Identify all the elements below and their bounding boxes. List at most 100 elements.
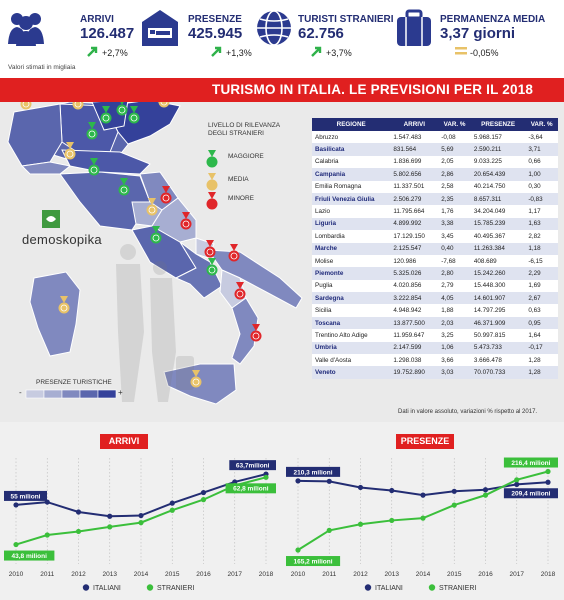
table-cell: 11.959.647 [390, 329, 439, 342]
stat-permanenza: PERMANENZA MEDIA 3,37 giorni -0,05% [394, 6, 562, 66]
x-tick-label: 2017 [510, 571, 525, 578]
charts-section: 2010 2011 2012 2013 2014 2015 2016 2017 2018 55 m… [0, 422, 564, 600]
data-point [326, 478, 332, 484]
medal-icon [58, 296, 70, 314]
legend-label-maggiore: MAGGIORE [228, 153, 264, 160]
legend-label-media: MEDIA [228, 176, 249, 183]
table-cell: 1.836.699 [390, 155, 439, 169]
region-name-cell: Molise [312, 254, 391, 268]
stat-label: PERMANENZA MEDIA [440, 14, 546, 25]
table-row: Abruzzo 1.547.483 -0,08 5.968.157 -3,64 [312, 131, 558, 144]
table-cell: 8.657.311 [470, 192, 526, 206]
legend-medal-maggiore [206, 150, 218, 168]
stat-value: 425.945 [188, 25, 243, 42]
medal-icon [88, 158, 100, 176]
value-label: 210,3 milioni [294, 469, 333, 476]
medal-icon [150, 226, 162, 244]
stats-bar: ARRIVI 126.487 +2,7% PRESENZE 425.945 +1… [0, 0, 564, 78]
data-point [389, 487, 395, 494]
table-cell: -6,15 [525, 254, 558, 268]
table-cell: 50.997.815 [470, 329, 526, 342]
table-row: Campania 5.802.656 2,86 20.654.439 1,00 [312, 168, 558, 181]
data-point [263, 474, 269, 480]
region-name-cell: Friuli Venezia Giulia [312, 192, 391, 206]
table-row: Marche 2.125.547 0,40 11.263.384 1,18 [312, 242, 558, 255]
medal-icon [250, 324, 262, 342]
table-cell: 2,29 [525, 267, 558, 280]
table-row: Lazio 11.795.664 1,76 34.204.049 1,17 [312, 205, 558, 218]
region-name-cell: Calabria [312, 155, 391, 169]
region-name-cell: Campania [312, 168, 391, 181]
table-cell: 17.129.150 [390, 230, 439, 243]
region-name-cell: Umbria [312, 341, 391, 355]
table-cell: 15.448.300 [470, 279, 526, 293]
medal-icon [180, 212, 192, 230]
stat-label: ARRIVI [80, 14, 114, 25]
x-tick-label: 2017 [228, 571, 243, 578]
stat-value: 126.487 [80, 25, 135, 42]
medal-icon [158, 102, 170, 108]
map-section: LIVELLO DI RILEVANZA DEGLI STRANIERI MAG… [0, 102, 564, 422]
legend-marker [82, 584, 90, 591]
data-point [295, 547, 301, 553]
table-row: Valle d'Aosta 1.298.038 3,66 3.666.478 1,28 [312, 354, 558, 367]
table-cell: 3.666.478 [470, 354, 526, 367]
x-tick-label: 2018 [259, 571, 274, 578]
table-cell: 2,58 [438, 180, 471, 193]
table-cell: 11.337.501 [390, 180, 439, 193]
x-tick-label: 2016 [478, 571, 493, 578]
presenze-line-chart: 2010 2011 2012 2013 2014 2015 2016 2017 2018 210,… [282, 422, 564, 600]
stat-presenze: PRESENZE 425.945 +1,3% [140, 6, 260, 66]
page-title: TURISMO IN ITALIA. LE PREVISIONI PER IL … [212, 82, 534, 97]
table-cell: 0,95 [525, 316, 558, 330]
data-point [482, 487, 489, 493]
x-tick-label: 2011 [40, 571, 54, 578]
value-label: 62,8 milioni [233, 486, 269, 493]
table-header-row: REGIONE ARRIVI VAR. % PRESENZE VAR. % [312, 118, 558, 131]
value-label-bg [503, 488, 558, 499]
table-cell: 1,06 [438, 341, 471, 355]
table-cell: 1,18 [525, 242, 558, 255]
table-cell: 2,67 [525, 292, 558, 305]
legend-label: ITALIANI [375, 585, 403, 592]
trend-up-icon [211, 46, 222, 57]
tourists-silhouette [116, 244, 194, 402]
region-calabria [231, 297, 259, 365]
medal-icon [64, 142, 76, 160]
data-point [295, 478, 301, 484]
globe-icon [257, 10, 291, 46]
table-cell: 20.654.439 [470, 168, 526, 181]
x-tick-label: 2014 [416, 571, 431, 578]
data-point [75, 509, 82, 515]
x-tick-label: 2015 [447, 571, 462, 578]
data-point [44, 532, 50, 538]
stat-label: TURISTI STRANIERI [298, 14, 394, 25]
region-liguria [20, 161, 72, 175]
value-label: 165,2 milioni [294, 558, 333, 565]
stat-change: +1,3% [226, 48, 252, 58]
logo-icon [42, 210, 60, 228]
value-label-bg [286, 466, 341, 477]
table-cell: 14.601.907 [470, 292, 526, 305]
medal-icon [160, 186, 172, 204]
table-cell: 1,63 [525, 217, 558, 231]
table-row: Sardegna 3.222.854 4,05 14.601.907 2,67 [312, 292, 558, 305]
region-name-cell: Trentino Alto Adige [312, 329, 391, 342]
note-units: Valori stimati in migliaia [8, 64, 76, 71]
medal-icon [118, 178, 130, 196]
value-label-bg [225, 483, 276, 494]
table-cell: 5.473.733 [470, 341, 526, 355]
table-cell: 40.214.750 [470, 180, 526, 193]
region-name-cell: Lazio [312, 205, 391, 218]
region-piemonte [7, 103, 63, 167]
table-cell: 4.020.856 [390, 279, 439, 293]
table-row: Toscana 13.877.500 2,03 46.371.909 0,95 [312, 316, 558, 330]
table-cell: 0,40 [438, 242, 471, 255]
table-cell: 2,86 [438, 168, 471, 181]
map-legend-title: LIVELLO DI RILEVANZA DEGLI STRANIERI [208, 122, 280, 137]
value-label: 209,4 milioni [511, 491, 550, 498]
table-cell: 3,38 [438, 217, 471, 231]
data-point [107, 524, 113, 530]
table-cell: -3,64 [525, 131, 558, 144]
banner: TURISMO IN ITALIA. LE PREVISIONI PER IL … [0, 78, 564, 102]
